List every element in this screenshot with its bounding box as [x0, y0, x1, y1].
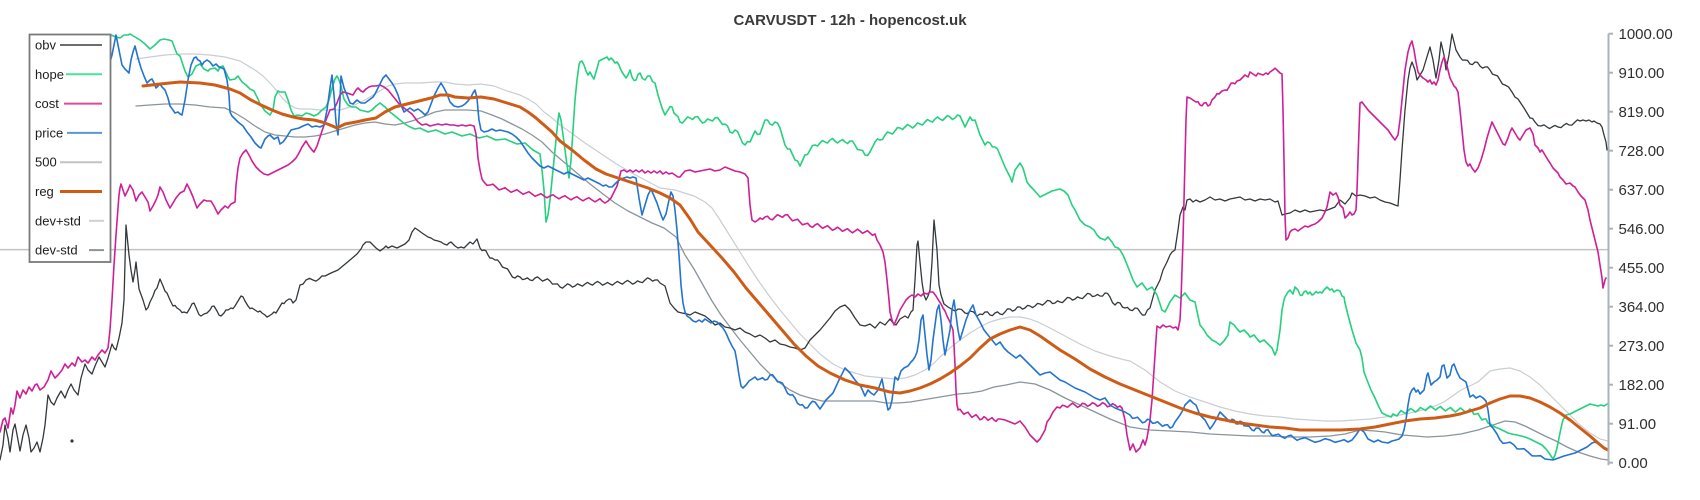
- svg-text:910.00: 910.00: [1619, 65, 1665, 82]
- svg-text:dev+std: dev+std: [35, 213, 81, 228]
- svg-text:cost: cost: [35, 96, 59, 111]
- svg-text:0.00: 0.00: [1619, 455, 1648, 472]
- svg-text:364.00: 364.00: [1619, 299, 1665, 316]
- svg-text:CARVUSDT - 12h - hopencost.uk: CARVUSDT - 12h - hopencost.uk: [733, 12, 967, 29]
- svg-text:reg: reg: [35, 184, 54, 199]
- svg-text:500: 500: [35, 155, 57, 170]
- svg-text:1000.00: 1000.00: [1619, 26, 1673, 43]
- svg-text:637.00: 637.00: [1619, 182, 1665, 199]
- svg-text:dev-std: dev-std: [35, 243, 78, 258]
- svg-text:819.00: 819.00: [1619, 104, 1665, 121]
- svg-text:273.00: 273.00: [1619, 338, 1665, 355]
- svg-text:91.00: 91.00: [1619, 416, 1657, 433]
- svg-text:455.00: 455.00: [1619, 260, 1665, 277]
- svg-text:obv: obv: [35, 38, 56, 53]
- svg-text:182.00: 182.00: [1619, 377, 1665, 394]
- svg-text:546.00: 546.00: [1619, 221, 1665, 238]
- svg-text:price: price: [35, 125, 63, 140]
- svg-text:728.00: 728.00: [1619, 143, 1665, 160]
- svg-text:hope: hope: [35, 67, 64, 82]
